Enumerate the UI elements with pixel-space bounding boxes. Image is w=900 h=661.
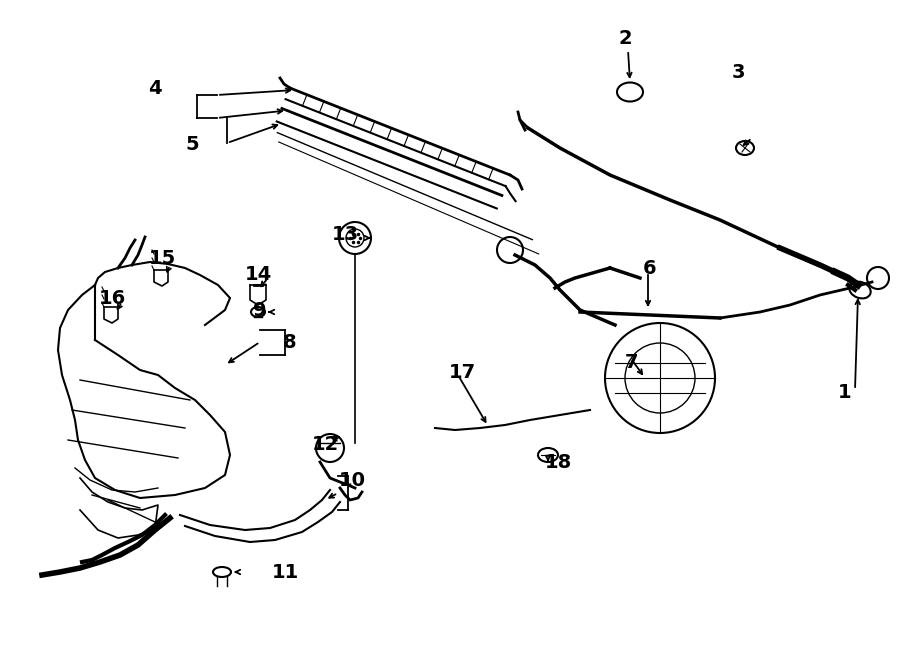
Text: 12: 12 bbox=[311, 436, 338, 455]
Text: 3: 3 bbox=[731, 63, 745, 81]
Text: 10: 10 bbox=[338, 471, 365, 490]
Text: 13: 13 bbox=[331, 225, 358, 245]
Text: 6: 6 bbox=[644, 258, 657, 278]
Text: 11: 11 bbox=[272, 563, 299, 582]
Text: 4: 4 bbox=[148, 79, 162, 98]
Text: 9: 9 bbox=[253, 301, 266, 319]
Text: 2: 2 bbox=[618, 28, 632, 48]
Text: 7: 7 bbox=[626, 352, 639, 371]
Text: 17: 17 bbox=[448, 362, 475, 381]
Text: 15: 15 bbox=[148, 249, 176, 268]
Text: 1: 1 bbox=[838, 383, 851, 401]
Text: 18: 18 bbox=[544, 453, 572, 471]
Text: 5: 5 bbox=[185, 136, 199, 155]
Text: 8: 8 bbox=[284, 332, 297, 352]
Text: 14: 14 bbox=[245, 266, 272, 284]
Text: 16: 16 bbox=[98, 288, 126, 307]
